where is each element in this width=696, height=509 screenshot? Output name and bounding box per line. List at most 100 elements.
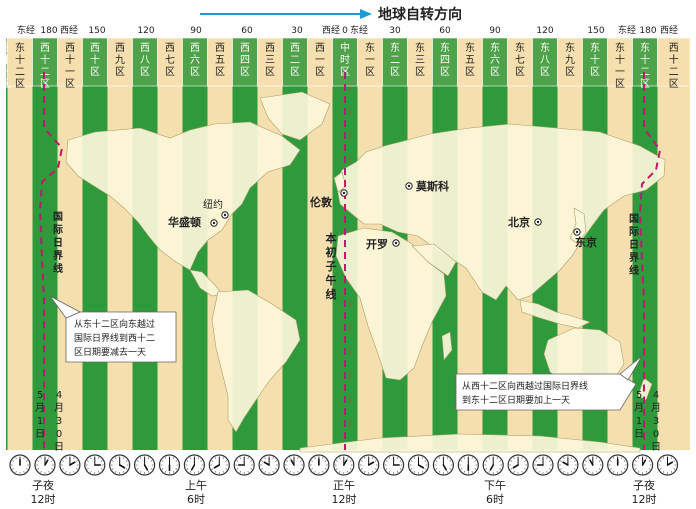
arabia [411,243,457,277]
svg-text:3: 3 [653,416,659,427]
city-开罗: 开罗 [366,238,400,251]
svg-text:1: 1 [37,416,43,427]
clock [134,454,156,476]
svg-text:12时: 12时 [332,493,357,506]
zone-header-cell [132,37,158,87]
svg-text:0: 0 [56,429,62,440]
clock [557,454,579,476]
clock [631,454,654,476]
zone-header-cell [307,37,333,87]
zone-label: 东十二区 [15,41,25,90]
zone-header-cell [157,37,183,87]
svg-text:西: 西 [215,43,225,54]
svg-text:1: 1 [636,416,642,427]
north-america [65,121,301,271]
zone-label: 东十区 [590,41,600,78]
zone-label: 东八区 [540,41,550,78]
city-纽约: 纽约 [203,198,229,219]
city-name: 华盛顿 [168,215,201,229]
clock [532,454,554,476]
svg-text:一: 一 [615,67,625,78]
city-莫斯科: 莫斯科 [405,179,449,193]
zone-label: 东九区 [565,41,575,78]
degree-label: 西经 [660,24,678,36]
svg-text:12时: 12时 [31,493,56,506]
eurasia [335,123,666,301]
svg-text:二: 二 [390,55,400,66]
clock [507,454,529,476]
clock [233,454,255,476]
svg-text:12时: 12时 [632,493,657,506]
rotation-arrow-head [360,9,372,19]
svg-text:六: 六 [190,54,200,66]
svg-text:十: 十 [669,53,679,66]
svg-text:界: 界 [53,250,63,262]
madagascar [441,331,453,361]
svg-text:日: 日 [53,237,63,249]
svg-text:区: 区 [240,66,250,78]
svg-text:时: 时 [340,54,350,66]
svg-text:西: 西 [140,43,150,54]
rotation-title: 地球自转方向 [378,6,462,23]
svg-text:区: 区 [465,66,475,78]
note-left-line-3: 区日期要减去一天 [74,346,146,358]
svg-text:区: 区 [515,66,525,78]
svg-text:区: 区 [365,66,375,78]
continents [65,91,666,453]
degree-label: 90 [489,26,501,36]
clock [383,454,405,476]
zone-label: 西七区 [165,43,175,78]
svg-text:东: 东 [640,41,650,54]
zone-label: 西九区 [115,43,125,78]
note-left-line-2: 国际日界线到西十二 [74,332,155,344]
svg-text:上午: 上午 [185,479,207,492]
city-name: 开罗 [366,238,388,251]
svg-text:四: 四 [440,55,450,66]
svg-text:子: 子 [326,260,337,273]
svg-text:六: 六 [490,54,500,66]
svg-text:区: 区 [615,78,625,90]
svg-text:东: 东 [15,41,25,54]
clock [208,454,230,476]
svg-text:西: 西 [240,43,250,54]
svg-text:东: 东 [390,41,400,54]
svg-text:二: 二 [15,67,25,78]
svg-text:东: 东 [2,41,12,54]
svg-text:西: 西 [265,43,275,54]
zone-header-cell [457,37,483,87]
clock [582,454,604,476]
svg-text:子夜: 子夜 [32,478,54,492]
zone-label: 西六区 [190,43,200,78]
clock [84,454,106,476]
note-right: 从西十二区向西越过国际日界线 到东十二区日期要加上一天 [455,355,643,411]
degree-label: 西经 [322,24,340,36]
degree-label: 120 [536,26,553,36]
svg-text:十: 十 [65,53,75,66]
clock [482,454,504,476]
right-date-may: 5月 1 日 [634,390,644,440]
degree-label: 180 [639,26,656,36]
svg-text:月: 月 [35,402,45,414]
svg-text:6时: 6时 [486,493,504,506]
zone-header-cell [182,37,208,87]
zone-header-cell [657,37,691,87]
svg-text:月: 月 [634,402,644,414]
svg-text:七: 七 [515,54,525,66]
idl-right-label: 国际日界线 [629,213,639,277]
zone-header-cell [257,37,283,87]
svg-text:东: 东 [415,41,425,54]
south-america [211,289,301,433]
city-name: 伦敦 [310,195,333,209]
left-date-may: 5月 1 日 [35,390,45,440]
clock [432,454,454,476]
top-degree-row: 东经 180 西经 150 120 90 60 30 西经 0 东经 30 60 90 120 150 东经 18… [17,24,678,36]
svg-text:十: 十 [15,53,25,66]
city-name: 莫斯科 [415,179,449,193]
